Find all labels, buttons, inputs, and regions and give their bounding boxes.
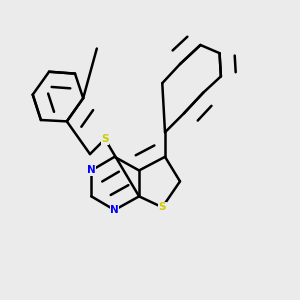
Text: S: S [101,134,109,144]
Text: N: N [87,166,96,176]
Text: S: S [158,202,166,212]
Text: N: N [110,205,119,215]
